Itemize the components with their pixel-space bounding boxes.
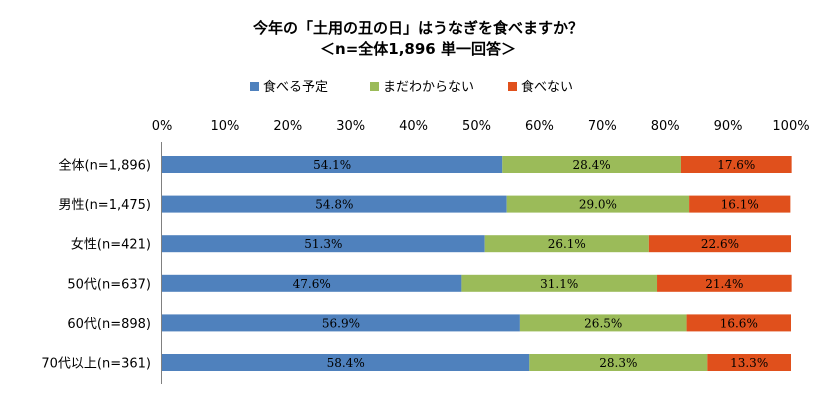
data-label: 29.0% <box>579 198 617 212</box>
data-label: 51.3% <box>304 237 342 251</box>
category-labels: 全体(n=1,896) 男性(n=1,475) 女性(n=421) 50代(n=637… <box>41 158 151 372</box>
bar-segment <box>689 195 791 213</box>
tick-label: 90% <box>714 119 743 134</box>
tick-label: 20% <box>273 119 302 134</box>
bar-segment <box>162 156 503 173</box>
tick-label: 0% <box>152 119 173 134</box>
data-label: 31.1% <box>540 277 578 291</box>
bar-segment <box>529 354 708 371</box>
category-label: 全体(n=1,896) <box>59 158 152 174</box>
bar-segment <box>519 314 687 332</box>
legend-label: まだわからない <box>383 80 474 95</box>
bar-segment <box>484 235 649 253</box>
legend: 食べる予定 まだわからない 食べない <box>250 79 573 95</box>
data-label: 16.6% <box>720 316 758 330</box>
bar-segment <box>162 195 507 213</box>
tick-label: 10% <box>210 119 239 134</box>
bar-segment <box>680 156 792 173</box>
tick-label: 50% <box>462 119 491 134</box>
legend-swatch <box>370 82 379 91</box>
chart-subtitle: ＜n=全体1,896 単一回答＞ <box>320 40 516 58</box>
bar-segment <box>461 274 658 292</box>
tick-label: 40% <box>399 119 428 134</box>
bar-segment <box>162 354 530 371</box>
category-label: 70代以上(n=361) <box>41 357 151 372</box>
legend-label: 食べない <box>521 79 573 95</box>
data-label: 22.6% <box>701 237 739 251</box>
legend-label: 食べる予定 <box>263 79 328 95</box>
tick-label: 60% <box>525 119 554 134</box>
data-label: 16.1% <box>721 198 759 212</box>
bar-segment <box>502 156 681 173</box>
bars: 54.1% 28.4% 17.6% 54.8% 29.0% 16.1% 51.3% 26.1%… <box>162 156 792 371</box>
data-label: 58.4% <box>327 356 365 370</box>
data-label: 13.3% <box>730 356 768 370</box>
bar-segment <box>657 274 792 292</box>
bar-segment <box>162 235 485 253</box>
data-label: 56.9% <box>322 316 360 330</box>
tick-label: 30% <box>336 119 365 134</box>
tick-label: 100% <box>772 119 809 134</box>
data-label: 26.1% <box>548 237 586 251</box>
bar-segment <box>707 354 791 371</box>
tick-label: 70% <box>588 119 617 134</box>
category-label: 男性(n=1,475) <box>59 198 152 213</box>
legend-swatch <box>508 82 517 91</box>
bar-segment <box>506 195 690 213</box>
chart-title: 今年の「土用の丑の日」はうなぎを食べますか？ <box>252 19 583 37</box>
data-label: 21.4% <box>705 277 743 291</box>
category-label: 50代(n=637) <box>67 277 151 292</box>
category-label: 60代(n=898) <box>67 317 151 332</box>
data-label: 54.8% <box>315 198 353 212</box>
bar-segment <box>686 314 791 332</box>
bar-segment <box>162 314 520 332</box>
data-label: 26.5% <box>584 316 622 330</box>
data-label: 17.6% <box>717 158 755 172</box>
data-label: 54.1% <box>313 158 351 172</box>
bar-segment <box>162 274 462 292</box>
data-label: 28.3% <box>599 356 637 370</box>
data-label: 28.4% <box>573 158 611 172</box>
bar-segment <box>648 235 791 253</box>
x-axis-ticks: 0% 10% 20% 30% 40% 50% 60% 70% 80% 90% 100% <box>152 119 810 134</box>
tick-label: 80% <box>651 119 680 134</box>
legend-swatch <box>250 82 259 91</box>
data-label: 47.6% <box>293 277 331 291</box>
category-label: 女性(n=421) <box>71 237 151 253</box>
